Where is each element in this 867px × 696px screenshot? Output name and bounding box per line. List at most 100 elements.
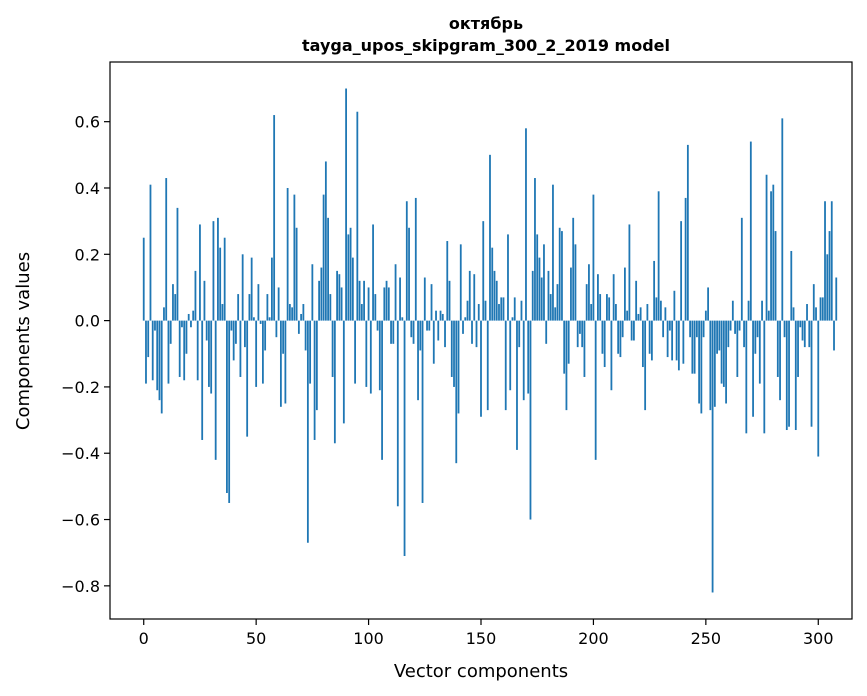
bar <box>356 111 359 321</box>
bar <box>599 294 602 321</box>
bar <box>408 227 410 321</box>
bar <box>531 270 534 321</box>
bar <box>367 287 370 321</box>
bar <box>520 300 523 321</box>
bar <box>205 320 208 341</box>
bar <box>426 320 428 331</box>
y-tick-label: 0.4 <box>75 179 100 198</box>
bar <box>178 320 181 377</box>
bar <box>374 294 377 321</box>
bar <box>561 231 563 321</box>
bar <box>462 320 464 334</box>
bar <box>709 320 712 411</box>
bar <box>743 320 745 348</box>
bar <box>336 270 338 321</box>
bar <box>592 194 595 321</box>
bar <box>554 307 557 321</box>
x-tick-label: 250 <box>691 629 722 648</box>
bar <box>808 320 811 348</box>
bar <box>677 320 680 371</box>
bar <box>394 264 397 321</box>
bar <box>680 221 683 321</box>
bar <box>522 320 525 401</box>
bar <box>347 234 350 321</box>
bar <box>385 280 388 321</box>
bar <box>518 320 521 348</box>
y-tick-label: −0.8 <box>61 577 100 596</box>
bar <box>689 320 692 338</box>
bar <box>536 234 539 321</box>
bar <box>453 320 455 387</box>
bar <box>246 320 249 437</box>
bar <box>504 320 507 411</box>
bar <box>320 267 323 321</box>
bar <box>201 320 204 440</box>
bar <box>815 307 817 321</box>
bar <box>511 317 514 321</box>
bar <box>450 320 453 377</box>
bar <box>253 317 255 321</box>
bars-group <box>142 88 838 593</box>
bar <box>475 320 478 348</box>
bar <box>145 320 147 384</box>
x-axis-ticks: 0 50 100 150 200 250 300 <box>139 619 834 648</box>
bar <box>633 320 635 341</box>
bar <box>527 320 530 394</box>
bar <box>790 250 793 321</box>
bar <box>163 307 165 321</box>
bar <box>774 231 777 321</box>
bar <box>387 287 390 321</box>
bar <box>700 320 703 414</box>
x-axis-label: Vector components <box>394 661 568 682</box>
bar <box>477 304 480 321</box>
bar <box>194 270 197 321</box>
bar <box>219 247 222 321</box>
bar <box>601 320 604 354</box>
bar <box>419 320 422 351</box>
bar <box>288 304 291 321</box>
bar <box>579 320 581 334</box>
bar <box>673 290 676 321</box>
bar <box>740 217 743 321</box>
bar <box>223 237 226 321</box>
bar <box>817 320 820 457</box>
bar <box>534 178 536 321</box>
bar <box>695 320 698 338</box>
bar <box>264 320 267 351</box>
bar <box>165 178 168 321</box>
bar <box>169 320 172 344</box>
bar <box>781 118 784 321</box>
bar <box>423 277 426 321</box>
bar <box>185 320 188 354</box>
bar <box>376 320 379 331</box>
bar <box>491 247 494 321</box>
bar <box>619 320 622 358</box>
bar <box>644 320 647 411</box>
bar <box>675 320 678 361</box>
bar <box>498 304 500 321</box>
bar <box>718 320 721 351</box>
bar <box>266 294 269 321</box>
bar <box>772 184 775 321</box>
bar <box>635 280 638 321</box>
bar <box>482 221 485 321</box>
bar <box>313 320 316 440</box>
bar <box>311 264 314 321</box>
bar <box>214 320 217 460</box>
bar <box>574 244 577 321</box>
bar <box>653 260 656 321</box>
y-tick-label: 0.6 <box>75 113 100 132</box>
bar <box>637 313 640 321</box>
bar <box>691 320 694 374</box>
bar <box>446 241 449 321</box>
bar <box>507 234 509 321</box>
bar <box>788 320 790 427</box>
bar <box>797 320 799 377</box>
bar <box>349 227 352 321</box>
bar <box>615 304 617 321</box>
bar <box>752 320 754 417</box>
bar <box>286 187 289 321</box>
bar <box>342 320 345 424</box>
bar <box>190 320 192 328</box>
bar <box>770 191 772 321</box>
